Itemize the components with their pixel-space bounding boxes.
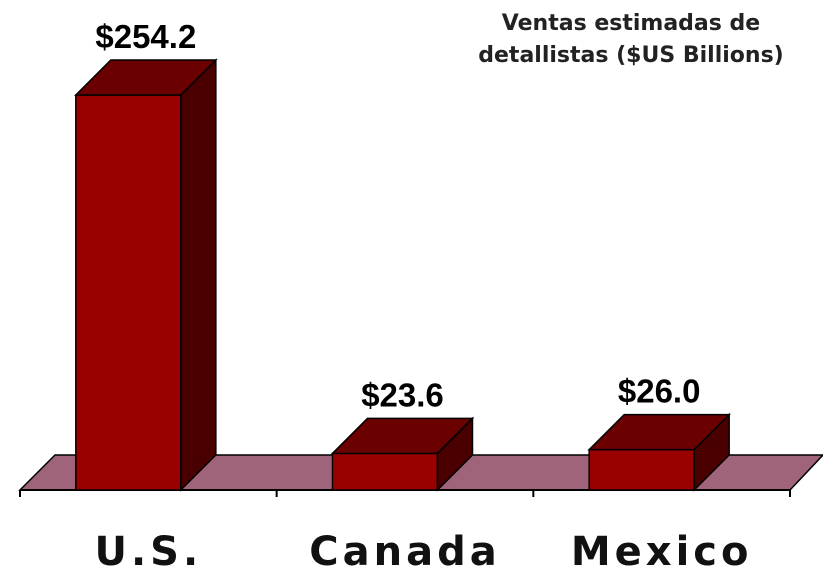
value-label: $26.0: [618, 373, 701, 410]
bar-top: [74, 59, 218, 96]
bar-front: [75, 94, 182, 491]
bar-top: [587, 413, 731, 451]
bar: [74, 58, 218, 492]
chart-title: Ventas estimadas de detallistas ($US Bil…: [478, 11, 784, 68]
bar-front: [331, 452, 439, 491]
bar: [587, 412, 731, 492]
x-tick-label: Mexico: [571, 529, 753, 573]
x-tick-label: Canada: [309, 529, 500, 573]
bar-top: [330, 417, 475, 455]
bar-side: [180, 58, 217, 492]
value-label: $254.2: [95, 18, 196, 55]
x-tick-label: U.S.: [94, 529, 202, 573]
bar-front: [588, 448, 695, 491]
value-label: $23.6: [361, 376, 444, 413]
bar: [330, 416, 475, 492]
